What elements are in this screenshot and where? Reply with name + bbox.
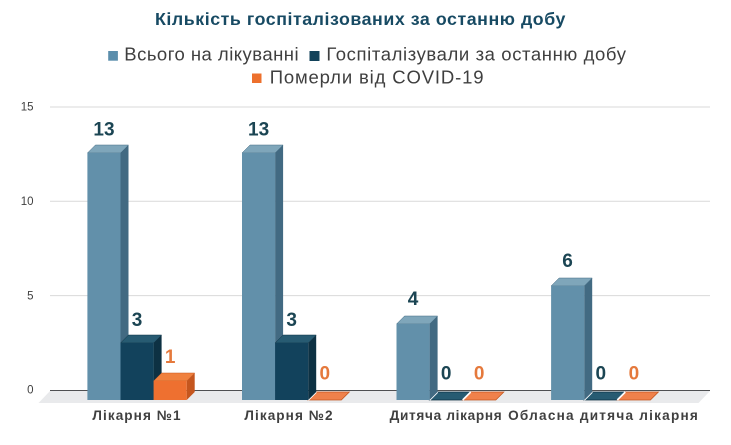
svg-text:0: 0 bbox=[474, 364, 485, 385]
svg-text:13: 13 bbox=[93, 120, 114, 141]
svg-text:Всього на лікуванні: Всього на лікуванні bbox=[124, 44, 299, 65]
svg-text:4: 4 bbox=[408, 289, 419, 310]
svg-text:0: 0 bbox=[27, 385, 33, 397]
svg-text:Кількість госпіталізованих за: Кількість госпіталізованих за останню до… bbox=[155, 9, 566, 29]
svg-text:13: 13 bbox=[248, 120, 269, 141]
svg-text:3: 3 bbox=[132, 310, 143, 331]
svg-text:Обласна дитяча лікарня: Обласна дитяча лікарня bbox=[508, 408, 699, 423]
svg-text:3: 3 bbox=[286, 310, 297, 331]
svg-text:10: 10 bbox=[21, 196, 34, 208]
svg-text:0: 0 bbox=[629, 364, 640, 385]
svg-text:Лікарня №1: Лікарня №1 bbox=[92, 408, 181, 423]
svg-text:6: 6 bbox=[562, 251, 573, 272]
svg-text:Померли від COVID-19: Померли від COVID-19 bbox=[270, 67, 485, 88]
svg-text:5: 5 bbox=[27, 290, 33, 302]
svg-text:0: 0 bbox=[441, 364, 452, 385]
svg-text:Лікарня №2: Лікарня №2 bbox=[244, 408, 333, 423]
svg-text:Госпіталізували за останню доб: Госпіталізували за останню добу bbox=[326, 44, 626, 65]
svg-text:15: 15 bbox=[21, 102, 34, 114]
svg-text:0: 0 bbox=[320, 364, 331, 385]
svg-text:Дитяча лікарня: Дитяча лікарня bbox=[390, 408, 503, 423]
svg-text:1: 1 bbox=[165, 347, 176, 368]
svg-text:0: 0 bbox=[596, 364, 607, 385]
